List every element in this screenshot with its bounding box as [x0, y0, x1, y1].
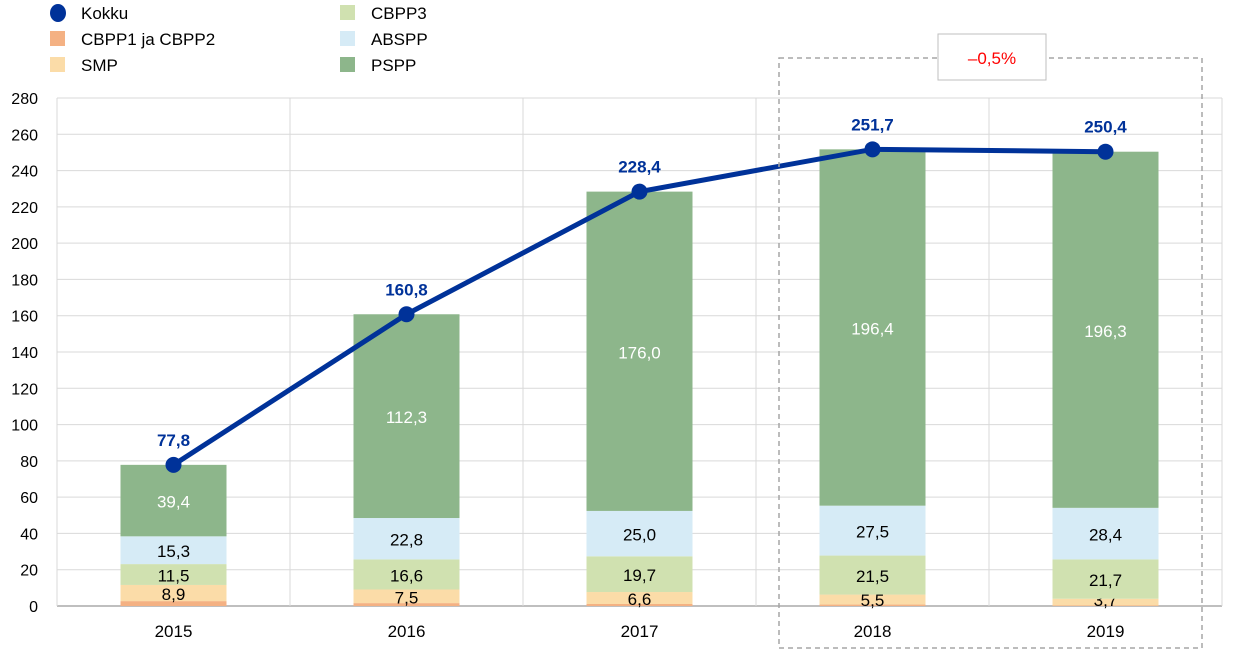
legend-swatch [340, 31, 355, 46]
bar-value-label: 7,5 [395, 588, 419, 607]
bar-value-label: 27,5 [856, 523, 889, 542]
bar-value-label: 21,5 [856, 567, 889, 586]
bar-pspp [819, 149, 926, 506]
total-point [864, 141, 881, 158]
bar-value-label: 5,5 [861, 591, 885, 610]
y-tick-label: 120 [11, 381, 38, 398]
y-tick-label: 20 [20, 563, 38, 580]
total-point [165, 456, 182, 473]
x-axis: 2015 2016 2017 2018 2019 [155, 622, 1125, 641]
bar-cbpp1-ja-cbpp2 [819, 604, 926, 606]
bar-value-label: 6,6 [628, 590, 652, 609]
y-tick-label: 280 [11, 91, 38, 108]
legend-swatch [50, 57, 65, 72]
bars: 8,911,5 15,3 39,4 7,5 16,6 22,8 112,3 6,6 19,7 25… [120, 149, 1159, 610]
x-tick-label: 2016 [388, 622, 426, 641]
y-tick-label: 100 [11, 418, 38, 435]
legend-marker-kokku [50, 4, 66, 22]
bar-abspp [586, 510, 693, 557]
y-tick-label: 40 [20, 526, 38, 543]
legend-swatch [340, 57, 355, 72]
bar-value-label: 22,8 [390, 531, 423, 550]
total-value-label: 77,8 [157, 431, 190, 450]
x-tick-label: 2019 [1087, 622, 1125, 641]
bar-smp [120, 584, 227, 602]
legend-label: Kokku [81, 4, 128, 23]
bar-pspp [586, 191, 693, 511]
bar-value-label: 28,4 [1089, 526, 1122, 545]
bar-cbpp1-ja-cbpp2 [353, 603, 460, 606]
total-point [1097, 143, 1114, 160]
bar-value-label: 112,3 [386, 408, 427, 427]
legend: Kokku CBPP1 ja CBPP2 SMP CBPP3 ABSPP PSPP [50, 4, 428, 75]
x-tick-label: 2017 [621, 622, 659, 641]
bar-pspp [353, 314, 460, 519]
bar-value-label: 39,4 [157, 493, 190, 512]
bar-value-label: 8,9 [162, 585, 186, 604]
bar-smp [1052, 598, 1159, 606]
y-tick-label: 220 [11, 200, 38, 217]
bar-smp [819, 594, 926, 605]
y-tick-label: 260 [11, 127, 38, 144]
bar-cbpp3 [353, 559, 460, 590]
total-value-label: 251,7 [851, 115, 894, 134]
annotation-box [937, 33, 1047, 81]
x-tick-label: 2015 [155, 622, 193, 641]
bar-cbpp1-ja-cbpp2 [120, 601, 227, 606]
bar-value-label: 196,3 [1084, 322, 1127, 341]
y-tick-label: 200 [11, 236, 38, 253]
legend-swatch [340, 5, 355, 20]
bar-cbpp3 [1052, 559, 1159, 599]
annotation-group: –0,5% [778, 33, 1203, 649]
total-value-label: 250,4 [1084, 118, 1127, 137]
bar-value-label: 16,6 [390, 566, 423, 585]
bar-value-label: 25,0 [623, 526, 656, 545]
bar-smp [353, 589, 460, 604]
bar-cbpp3 [120, 564, 227, 585]
legend-label: PSPP [371, 56, 416, 75]
bar-value-label: 15,3 [157, 542, 190, 561]
y-tick-label: 140 [11, 345, 38, 362]
bar-cbpp3 [819, 555, 926, 595]
y-tick-label: 160 [11, 309, 38, 326]
total-point [631, 183, 648, 200]
bar-value-label: 19,7 [623, 566, 656, 585]
bar-cbpp1-ja-cbpp2 [1052, 605, 1159, 606]
bar-value-label: 11,5 [158, 567, 190, 586]
bar-abspp [353, 518, 460, 560]
legend-label: ABSPP [371, 30, 428, 49]
bar-cbpp1-ja-cbpp2 [586, 604, 693, 606]
x-tick-label: 2018 [854, 622, 892, 641]
bar-abspp [120, 536, 227, 565]
legend-swatch [50, 31, 65, 46]
bar-pspp [1052, 151, 1159, 508]
y-tick-label: 60 [20, 490, 38, 507]
bar-smp [586, 592, 693, 605]
bar-cbpp3 [586, 556, 693, 593]
bar-value-label: 196,4 [851, 320, 894, 339]
total-value-label: 160,8 [385, 280, 428, 299]
y-axis: 0 20 40 60 80 100 120 140 160 180 200 220 240 260 280 [11, 91, 38, 616]
legend-label: SMP [81, 56, 118, 75]
total-line: 77,8 160,8 228,4 251,7 250,4 [157, 115, 1127, 473]
y-tick-label: 240 [11, 164, 38, 181]
bar-pspp [120, 464, 227, 537]
legend-label: CBPP1 ja CBPP2 [81, 30, 215, 49]
total-value-label: 228,4 [618, 158, 661, 177]
y-tick-label: 0 [29, 599, 38, 616]
bar-abspp [1052, 507, 1159, 560]
y-tick-label: 180 [11, 272, 38, 289]
bar-value-label: 21,7 [1089, 571, 1122, 590]
legend-label: CBPP3 [371, 4, 427, 23]
y-tick-label: 80 [20, 454, 38, 471]
bar-value-label: 176,0 [618, 343, 661, 362]
total-point [398, 306, 415, 323]
annotation-text: –0,5% [968, 49, 1016, 68]
bar-abspp [819, 505, 926, 556]
